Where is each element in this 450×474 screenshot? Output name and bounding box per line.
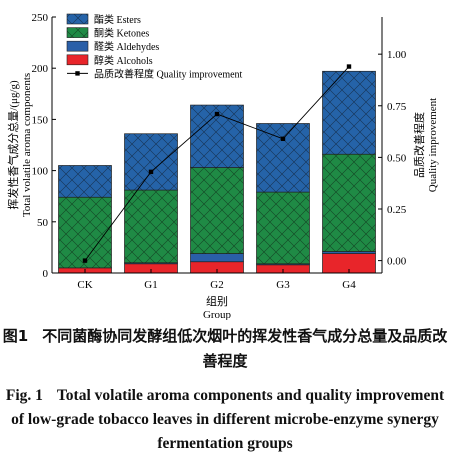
y-axis-title-cn: 挥发性香气成分总量/(μg/g)	[6, 80, 20, 210]
quality-point	[214, 111, 220, 117]
bar-hatch	[322, 154, 376, 252]
x-tick-label: CK	[77, 279, 92, 291]
legend-swatch	[66, 40, 89, 52]
legend-swatch-hatch	[67, 27, 88, 38]
caption-english: Fig. 1 Total volatile aroma components an…	[0, 384, 450, 456]
quality-line	[82, 64, 352, 263]
y2-axis-title-cn: 品质改善程度	[412, 112, 426, 178]
legend-swatch-hatch	[67, 14, 88, 24]
quality-point	[346, 64, 352, 69]
bar-hatch	[256, 123, 310, 193]
x-tick-label: G1	[144, 279, 157, 291]
y2-tick-label: 0.25	[387, 204, 407, 216]
caption-chinese: 图1 不同菌酶协同发酵组低次烟叶的挥发性香气成分总量及品质改善程度	[0, 324, 450, 374]
y-tick-label: 200	[32, 63, 49, 75]
legend-line-marker	[75, 71, 80, 76]
y2-axis-title-en: Quality improvement	[427, 98, 439, 192]
y-tick-label: 100	[32, 166, 49, 178]
x-tick-label: G2	[210, 279, 223, 291]
x-axis-title-en: Group	[203, 309, 232, 320]
quality-point	[82, 258, 88, 263]
legend-label: 醇类 Alcohols	[94, 54, 153, 67]
bar-segment	[190, 253, 244, 263]
y-tick-label: 50	[37, 217, 49, 229]
y-tick-label: 150	[32, 114, 49, 126]
axes: 0 50 100 150 200 250 0.00 0.25 0.50 0.75 1.00 CK G1 G…	[6, 12, 439, 320]
x-axis-title-cn: 组别	[206, 294, 228, 308]
bar-hatch	[190, 167, 244, 254]
chart: 0 50 100 150 200 250 0.00 0.25 0.50 0.75 1.00 CK G1 G…	[6, 12, 439, 320]
bars	[58, 70, 376, 274]
y-axis-title-en: Total volatile aroma components	[21, 73, 33, 217]
legend-swatch	[66, 54, 89, 66]
quality-point	[148, 169, 154, 175]
bar-hatch	[124, 133, 178, 191]
legend-label: 醛类 Aldehydes	[94, 40, 159, 53]
bar-hatch	[58, 165, 112, 198]
bar-hatch	[256, 192, 310, 264]
caption-cn-number: 图1	[2, 327, 29, 345]
y-tick-label: 0	[43, 268, 49, 280]
x-tick-label: G3	[276, 279, 290, 291]
caption-en-number: Fig. 1	[5, 387, 43, 404]
caption-cn-title: 不同菌酶协同发酵组低次烟叶的挥发性香气成分总量及品质改善程度	[42, 327, 448, 370]
bar-hatch	[322, 71, 376, 155]
y2-tick-label: 1.00	[387, 49, 407, 61]
legend-label: 酯类 Esters	[94, 13, 141, 26]
y2-tick-label: 0.75	[387, 101, 407, 113]
quality-point	[280, 136, 286, 142]
y2-tick-label: 0.50	[387, 152, 407, 164]
x-tick-label: G4	[342, 279, 356, 291]
y-tick-label: 250	[32, 12, 49, 24]
y2-tick-label: 0.00	[387, 256, 407, 268]
bar-hatch	[58, 197, 112, 268]
legend-label: 酮类 Ketones	[94, 27, 149, 40]
legend-label: 品质改善程度 Quality improvement	[94, 67, 243, 80]
caption-en-title: Total volatile aroma components and qual…	[11, 387, 445, 452]
bar-hatch	[124, 190, 178, 263]
